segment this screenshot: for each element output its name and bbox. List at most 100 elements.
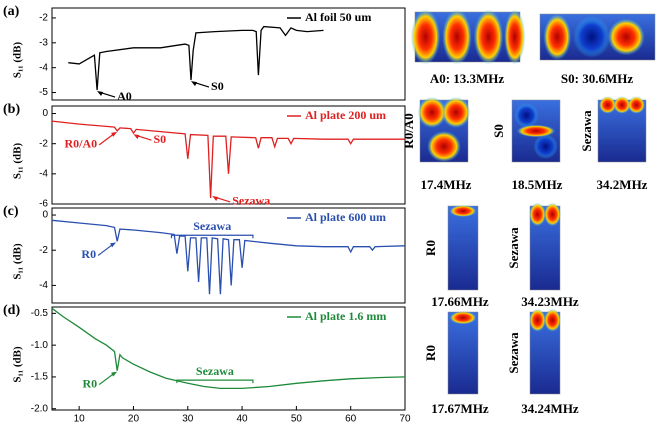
y-tick-label: -2 bbox=[39, 245, 48, 256]
mode-frequency: 34.2MHz bbox=[597, 177, 648, 192]
mode-image bbox=[539, 13, 656, 61]
y-axis-label: S₁₁ (dB) bbox=[12, 42, 24, 79]
mode-image bbox=[529, 308, 561, 395]
y-axis-label: S₁₁ (dB) bbox=[12, 346, 24, 383]
y-tick-label: -6 bbox=[39, 199, 48, 210]
mode-name: Sezawa bbox=[579, 110, 594, 152]
mode-lobe bbox=[544, 202, 561, 227]
mode-image bbox=[447, 205, 479, 291]
mode-name: R0/A0 bbox=[401, 113, 416, 148]
x-tick-label: 20 bbox=[128, 414, 140, 425]
mode-lobe bbox=[533, 134, 558, 159]
mode-lobe bbox=[504, 9, 526, 65]
bracket bbox=[170, 234, 254, 239]
bracket-text: Sezawa bbox=[196, 364, 234, 378]
mode-name: R0 bbox=[423, 240, 438, 256]
mode-background bbox=[447, 311, 479, 395]
y-tick-label: 0 bbox=[42, 108, 48, 119]
y-tick-label: -4 bbox=[39, 280, 48, 291]
mode-lobe bbox=[598, 96, 617, 114]
x-tick-label: 40 bbox=[237, 414, 249, 425]
arrow-head bbox=[133, 134, 140, 140]
panel-label: (b) bbox=[3, 102, 20, 117]
bracket-text: Sezawa bbox=[193, 219, 231, 233]
data-line bbox=[51, 120, 405, 199]
panel-label: (a) bbox=[3, 4, 20, 19]
y-tick-label: -0.5 bbox=[31, 308, 49, 319]
mode-name: R0 bbox=[423, 345, 438, 361]
annotation-text: R0/A0 bbox=[64, 137, 97, 151]
arrow-head bbox=[97, 91, 104, 97]
mode-lobe bbox=[627, 96, 646, 114]
bracket bbox=[176, 379, 254, 384]
annotation-text: R0 bbox=[82, 376, 97, 390]
y-axis-label: S₁₁ (dB) bbox=[12, 243, 24, 280]
mode-lobe bbox=[529, 308, 546, 332]
data-line bbox=[51, 307, 406, 390]
mode-frequency: 34.24MHz bbox=[521, 401, 579, 416]
mode-lobe bbox=[544, 308, 561, 332]
mode-lobe bbox=[473, 9, 504, 65]
mode-lobe bbox=[613, 96, 631, 114]
y-tick-label: -2 bbox=[39, 13, 48, 24]
arrow-head bbox=[191, 81, 198, 87]
plot-frame bbox=[51, 7, 406, 101]
mode-name: Sezawa bbox=[506, 227, 521, 269]
y-tick-label: -5 bbox=[39, 87, 48, 98]
y-tick-label: -2.0 bbox=[31, 403, 49, 414]
mode-name: Sezawa bbox=[506, 332, 521, 374]
mode-caption: A0: 13.3MHz bbox=[430, 71, 505, 86]
mode-name: S0 bbox=[491, 124, 506, 138]
annotation-text: S0 bbox=[211, 79, 224, 93]
mode-lobe bbox=[573, 16, 611, 58]
legend-label: Al foil 50 um bbox=[305, 10, 371, 24]
y-tick-label: -1.0 bbox=[31, 340, 49, 351]
legend-label: Al plate 200 um bbox=[305, 108, 386, 122]
x-tick-label: 50 bbox=[291, 414, 303, 425]
x-tick-label: 60 bbox=[345, 414, 357, 425]
plot-frame bbox=[51, 306, 406, 411]
mode-lobe bbox=[442, 9, 472, 65]
data-line bbox=[51, 219, 406, 295]
mode-image bbox=[529, 202, 561, 291]
mode-lobe bbox=[543, 14, 572, 60]
mode-frequency: 17.66MHz bbox=[431, 294, 489, 309]
annotation-text: S0 bbox=[153, 132, 166, 146]
mode-lobe bbox=[417, 96, 447, 128]
y-tick-label: 0 bbox=[42, 210, 48, 221]
legend-label: Al plate 600 um bbox=[305, 210, 386, 224]
x-tick-label: 10 bbox=[74, 414, 86, 425]
panel-label: (d) bbox=[3, 303, 20, 318]
plot-frame bbox=[51, 207, 406, 304]
y-tick-label: -1.5 bbox=[31, 372, 49, 383]
arrow-head bbox=[111, 131, 118, 137]
panel-label: (c) bbox=[3, 204, 19, 219]
x-tick-label: 70 bbox=[399, 414, 411, 425]
mode-lobe bbox=[516, 124, 556, 138]
mode-image bbox=[511, 99, 561, 163]
mode-frequency: 17.67MHz bbox=[431, 401, 489, 416]
mode-frequency: 18.5MHz bbox=[512, 177, 563, 192]
mode-frequency: 17.4MHz bbox=[421, 177, 472, 192]
mode-lobe bbox=[449, 205, 477, 217]
mode-lobe bbox=[449, 311, 477, 325]
annotation-text: R0 bbox=[81, 247, 96, 261]
plot-frame bbox=[51, 105, 406, 205]
mode-lobe bbox=[427, 131, 461, 162]
y-tick-label: -2 bbox=[39, 138, 48, 149]
mode-lobe bbox=[607, 18, 645, 56]
y-tick-label: -3 bbox=[39, 37, 48, 48]
y-tick-label: -4 bbox=[39, 168, 48, 179]
mode-background bbox=[447, 205, 479, 291]
mode-image bbox=[597, 96, 647, 163]
legend-label: Al plate 1.6 mm bbox=[305, 309, 386, 323]
annotation-text: A0 bbox=[117, 89, 132, 103]
mode-lobe bbox=[441, 96, 471, 128]
mode-caption: S0: 30.6MHz bbox=[561, 71, 633, 86]
mode-image bbox=[410, 9, 526, 65]
y-tick-label: -4 bbox=[39, 62, 48, 73]
mode-image bbox=[447, 311, 479, 395]
arrow-head bbox=[111, 371, 118, 377]
data-line bbox=[68, 25, 324, 91]
